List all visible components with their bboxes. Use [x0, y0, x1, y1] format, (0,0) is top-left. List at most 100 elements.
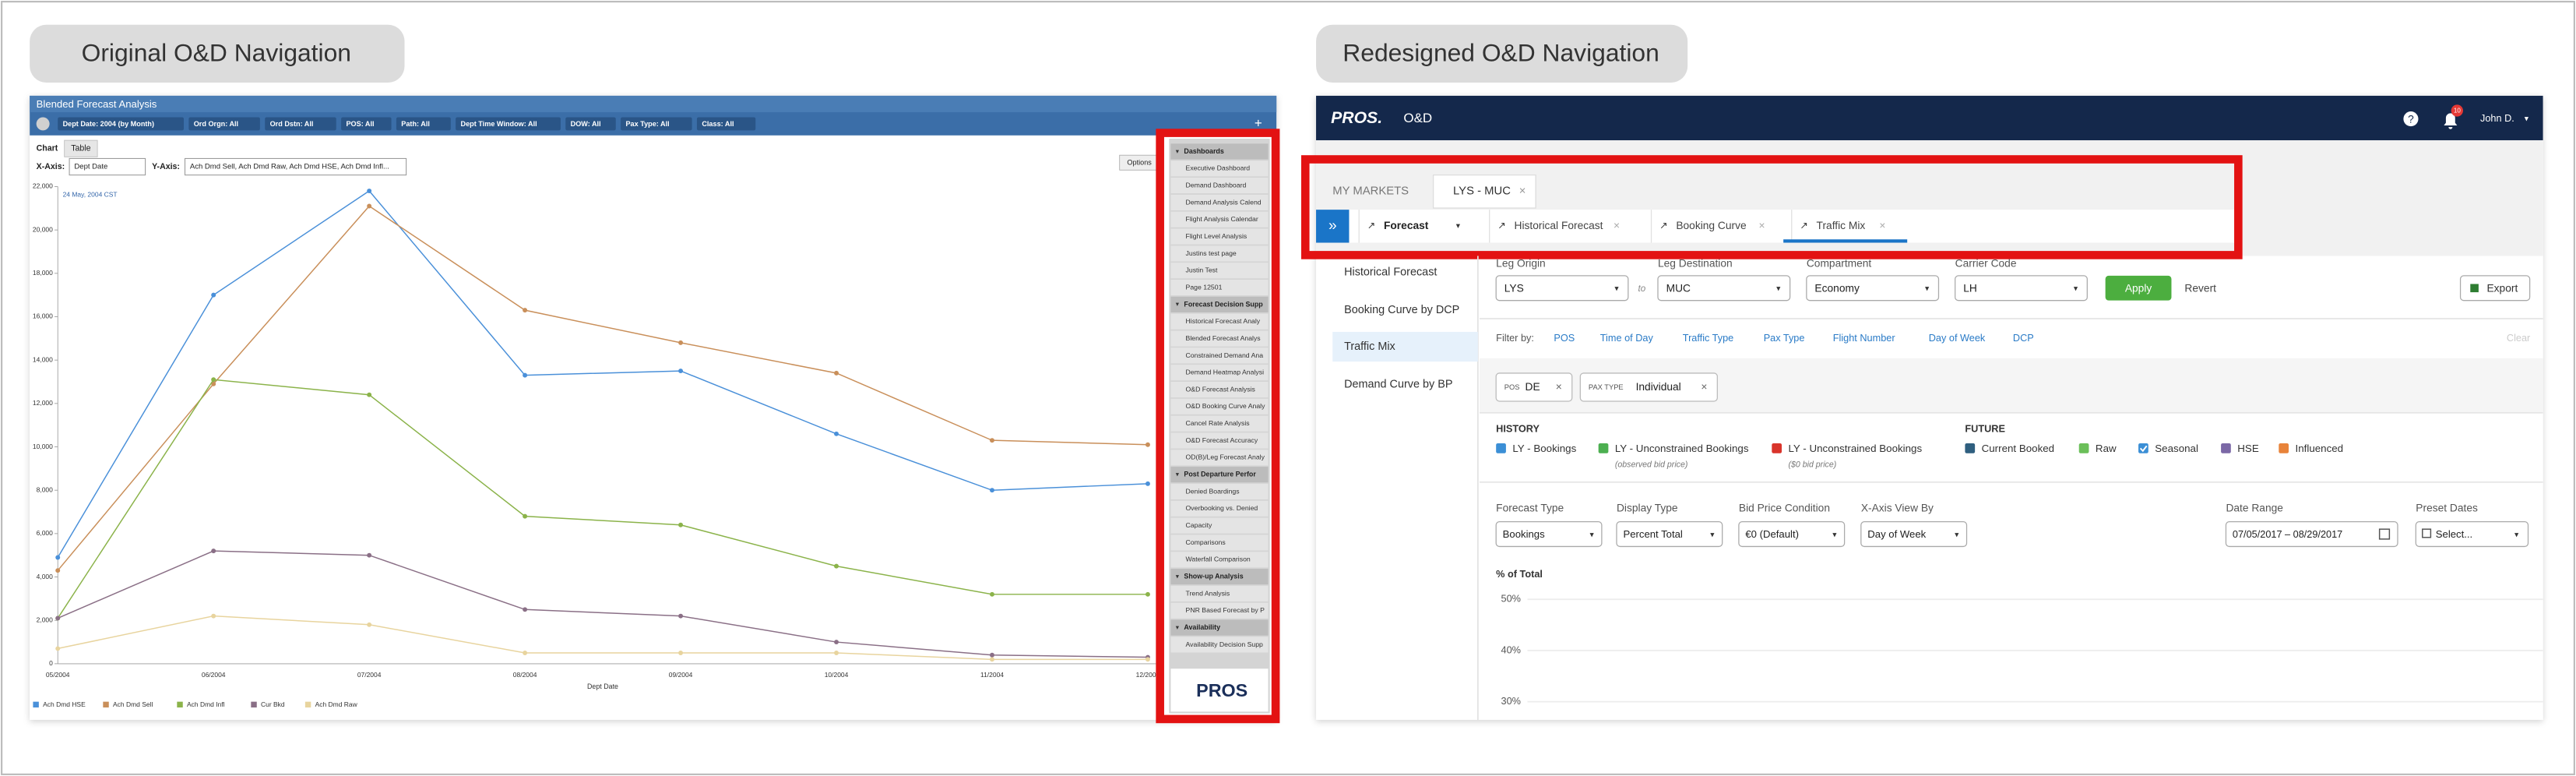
subtab[interactable]: Booking Curve	[1676, 220, 1747, 231]
select[interactable]	[1738, 521, 1846, 548]
excel-icon	[2470, 284, 2479, 293]
filter-chip[interactable]	[621, 117, 692, 131]
menu-item[interactable]: Demand Analysis Calend	[1186, 198, 1262, 206]
select[interactable]	[2415, 521, 2529, 548]
subtab[interactable]: Historical Forecast	[1515, 220, 1603, 231]
select[interactable]	[1657, 275, 1791, 302]
menu-item[interactable]: PNR Based Forecast by P	[1186, 606, 1265, 614]
apply-button[interactable]	[2105, 275, 2172, 301]
select[interactable]	[1806, 275, 1940, 302]
filter-chip[interactable]	[456, 117, 561, 131]
menu-item[interactable]: Blended Forecast Analys	[1186, 334, 1262, 342]
date-input[interactable]	[2225, 521, 2398, 548]
filter-link[interactable]: Day of Week	[1929, 332, 1986, 344]
menu-item[interactable]: Page 12501	[1186, 283, 1223, 291]
select[interactable]	[1495, 521, 1603, 548]
filter-chip[interactable]	[188, 117, 260, 131]
menu-item[interactable]: Flight Analysis Calendar	[1186, 215, 1258, 223]
menu-item[interactable]: O&D Booking Curve Analy	[1186, 402, 1266, 410]
menu-item-bg	[1170, 245, 1269, 262]
sidebar-item[interactable]: Traffic Mix	[1344, 340, 1395, 353]
select[interactable]	[1955, 275, 2088, 302]
tab[interactable]: Chart	[37, 144, 58, 153]
data-point	[1145, 657, 1150, 662]
menu-item[interactable]: Demand Heatmap Analysi	[1186, 369, 1265, 376]
series-line	[58, 615, 1148, 661]
revert-link[interactable]: Revert	[2184, 282, 2216, 294]
select[interactable]	[184, 157, 407, 176]
menu-item[interactable]: Justins test page	[1186, 249, 1237, 257]
legend-checkbox[interactable]	[2279, 443, 2289, 453]
help-icon[interactable]	[2403, 111, 2419, 127]
menu-item[interactable]: Executive Dashboard	[1186, 164, 1251, 172]
export-button[interactable]	[2459, 275, 2531, 302]
legend-note: (observed bid price)	[1615, 460, 1688, 469]
select[interactable]	[1860, 521, 1968, 548]
menu-item[interactable]: Demand Dashboard	[1186, 181, 1247, 189]
menu-item[interactable]: Trend Analysis	[1186, 589, 1230, 597]
top-tab[interactable]: MY MARKETS	[1332, 185, 1409, 198]
menu-section-title[interactable]: Forecast Decision Supp	[1184, 300, 1263, 308]
filter-chip[interactable]	[1579, 372, 1718, 402]
menu-section-title[interactable]: Availability	[1184, 623, 1220, 631]
menu-item[interactable]: Comparisons	[1186, 538, 1226, 546]
select[interactable]	[69, 157, 146, 176]
collapse-button[interactable]	[1316, 210, 1350, 243]
menu-section-title[interactable]: Show-up Analysis	[1184, 573, 1243, 580]
subtab[interactable]: Forecast	[1384, 220, 1429, 231]
menu-item-bg	[1170, 279, 1269, 296]
filter-link[interactable]: Pax Type	[1764, 332, 1805, 344]
legend-checkbox[interactable]	[2221, 443, 2231, 453]
menu-item[interactable]: Cancel Rate Analysis	[1186, 419, 1251, 427]
menu-section-title[interactable]: Dashboards	[1184, 147, 1223, 155]
menu-item[interactable]: Constrained Demand Ana	[1186, 351, 1264, 359]
subtab[interactable]: Traffic Mix	[1817, 220, 1866, 231]
menu-section-title[interactable]: Post Departure Perfor	[1184, 471, 1256, 478]
filter-chip[interactable]	[341, 117, 392, 131]
filter-chip[interactable]	[1495, 372, 1573, 402]
data-point	[678, 522, 684, 527]
legacy-title-bar	[30, 95, 1277, 113]
filter-link[interactable]: Flight Number	[1833, 332, 1896, 344]
legend-checkbox[interactable]	[2138, 443, 2148, 453]
sidebar-item[interactable]: Demand Curve by BP	[1344, 379, 1452, 391]
legend-checkbox[interactable]	[1598, 443, 1609, 453]
menu-item[interactable]: Availability Decision Supp	[1186, 640, 1264, 648]
legend-checkbox[interactable]	[1496, 443, 1506, 453]
menu-item[interactable]: O&D Forecast Analysis	[1186, 385, 1256, 393]
legend-checkbox[interactable]	[1772, 443, 1782, 453]
menu-item[interactable]: Denied Boardings	[1186, 487, 1240, 495]
tab[interactable]: Table	[71, 144, 90, 153]
clear-link[interactable]: Clear	[2507, 332, 2531, 344]
filter-link[interactable]: Traffic Type	[1683, 332, 1733, 344]
filter-link[interactable]: Time of Day	[1600, 332, 1654, 344]
filter-chip-text: Dept Time Window: All	[461, 120, 537, 128]
user-name[interactable]: John D.	[2480, 112, 2514, 124]
sidebar-item[interactable]: Historical Forecast	[1344, 266, 1437, 278]
filter-link[interactable]: POS	[1554, 332, 1575, 344]
sidebar-item[interactable]: Booking Curve by DCP	[1344, 304, 1459, 316]
menu-item[interactable]: O&D Forecast Accuracy	[1186, 436, 1258, 444]
menu-item[interactable]: Waterfall Comparison	[1186, 556, 1251, 563]
select[interactable]	[1616, 521, 1723, 548]
filter-chip[interactable]	[265, 117, 336, 131]
select[interactable]	[1495, 275, 1629, 302]
menu-item[interactable]: Historical Forecast Analy	[1186, 317, 1261, 325]
data-point	[834, 651, 839, 655]
filter-link[interactable]: DCP	[2013, 332, 2034, 344]
top-tab[interactable]: LYS - MUC	[1453, 185, 1511, 198]
menu-item[interactable]: Justin Test	[1186, 266, 1218, 274]
menu-item[interactable]: Flight Level Analysis	[1186, 232, 1248, 240]
filter-chip[interactable]	[396, 117, 451, 131]
bell-icon[interactable]	[2444, 113, 2458, 129]
menu-item[interactable]: OD(B)/Leg Forecast Analy	[1186, 453, 1265, 461]
menu-item[interactable]: Overbooking vs. Denied	[1186, 504, 1258, 512]
filter-chip-text: Pax Type: All	[625, 120, 669, 128]
menu-item[interactable]: Capacity	[1186, 521, 1212, 529]
filter-chip[interactable]	[58, 117, 185, 131]
legend-checkbox[interactable]	[2078, 443, 2089, 453]
help-glyph: ?	[2408, 113, 2414, 125]
filter-chip[interactable]	[696, 117, 756, 131]
legend-checkbox[interactable]	[1965, 443, 1976, 453]
filter-chip[interactable]	[565, 117, 616, 131]
